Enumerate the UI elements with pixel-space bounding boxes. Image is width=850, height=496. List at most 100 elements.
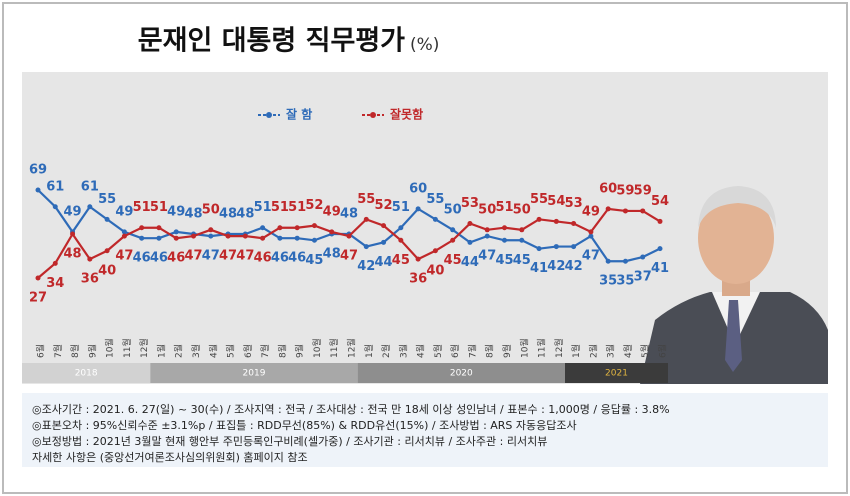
value-label: 47 — [115, 249, 133, 264]
value-label: 40 — [98, 263, 116, 278]
point — [588, 229, 594, 235]
point — [553, 218, 559, 224]
value-label: 49 — [115, 204, 133, 219]
point — [329, 229, 335, 235]
point — [536, 246, 542, 252]
point — [432, 216, 438, 222]
x-tick-label: 7월 — [259, 344, 271, 358]
legend-label: 잘 함 — [286, 107, 312, 122]
x-tick-label: 2월 — [380, 344, 392, 358]
x-tick-label: 10월 — [311, 338, 323, 358]
legend-label: 잘못함 — [390, 107, 423, 122]
x-tick-label: 12월 — [138, 338, 150, 358]
value-label: 27 — [29, 291, 47, 306]
value-label: 50 — [202, 202, 220, 217]
x-tick-label: 12월 — [346, 338, 358, 358]
x-tick-label: 1월 — [155, 344, 167, 358]
value-label: 60 — [409, 181, 427, 196]
value-label: 46 — [150, 251, 168, 266]
year-band — [22, 363, 151, 383]
x-tick-label: 4월 — [415, 344, 427, 358]
value-label: 51 — [150, 200, 168, 215]
x-tick-label: 8월 — [276, 344, 288, 358]
point — [173, 235, 179, 241]
x-tick-label: 3월 — [397, 344, 409, 358]
point — [450, 237, 456, 243]
portrait — [640, 186, 828, 384]
value-label: 51 — [392, 200, 410, 215]
point — [432, 248, 438, 254]
x-tick-label: 9월 — [294, 344, 306, 358]
year-label: 2019 — [243, 369, 266, 379]
point — [52, 260, 58, 266]
value-label: 53 — [565, 196, 583, 211]
x-tick-label: 4월 — [207, 344, 219, 358]
legend-dot — [370, 112, 376, 118]
value-label: 51 — [495, 200, 513, 215]
point — [156, 235, 162, 241]
value-label: 45 — [305, 253, 323, 268]
x-tick-label: 7월 — [466, 344, 478, 358]
point — [35, 187, 41, 193]
value-label: 60 — [599, 181, 617, 196]
x-tick-label: 6월 — [242, 344, 254, 358]
point — [208, 233, 214, 239]
point — [571, 221, 577, 227]
point — [277, 235, 283, 241]
point — [121, 229, 127, 235]
point — [121, 233, 127, 239]
x-tick-label: 2월 — [587, 344, 599, 358]
notes-box — [22, 393, 828, 467]
x-tick-label: 7월 — [52, 344, 64, 358]
value-label: 46 — [288, 251, 306, 266]
x-tick-label: 3월 — [190, 344, 202, 358]
point — [139, 235, 145, 241]
point — [191, 233, 196, 239]
point — [640, 208, 646, 214]
point — [277, 225, 283, 231]
point — [173, 229, 179, 235]
legend-dot — [266, 112, 272, 118]
point — [381, 223, 387, 229]
x-tick-label: 11월 — [328, 338, 340, 358]
point — [450, 227, 456, 233]
value-label: 41 — [651, 261, 669, 276]
value-label: 59 — [616, 183, 634, 198]
point — [553, 244, 559, 250]
point — [657, 246, 663, 252]
value-label: 47 — [202, 249, 220, 264]
x-tick-label: 9월 — [501, 344, 513, 358]
point — [260, 225, 266, 231]
value-label: 36 — [409, 272, 427, 287]
value-label: 45 — [495, 253, 513, 268]
x-tick-label: 10월 — [104, 338, 116, 358]
point — [87, 256, 93, 262]
x-tick-label: 4월 — [622, 344, 634, 358]
x-tick-label: 1월 — [570, 344, 582, 358]
point — [467, 239, 473, 245]
value-label: 54 — [547, 194, 565, 209]
point — [381, 239, 387, 245]
year-band — [150, 363, 358, 383]
point — [588, 233, 594, 239]
point — [502, 225, 507, 231]
point — [363, 216, 369, 222]
value-label: 47 — [184, 249, 202, 264]
point — [311, 237, 317, 243]
note-line: ◎보정방법 : 2021년 3월말 현재 행안부 주민등록인구비례(셀가중) /… — [32, 435, 547, 448]
point — [242, 233, 248, 239]
point — [139, 225, 145, 231]
x-tick-label: 6월 — [449, 344, 461, 358]
value-label: 35 — [616, 274, 634, 289]
point — [657, 218, 663, 224]
value-label: 47 — [340, 249, 358, 264]
value-label: 48 — [64, 247, 82, 262]
value-label: 61 — [81, 179, 99, 194]
value-label: 49 — [582, 204, 600, 219]
x-tick-label: 5월 — [225, 344, 237, 358]
value-label: 47 — [236, 249, 254, 264]
point — [156, 225, 162, 231]
point — [622, 258, 628, 264]
value-label: 44 — [461, 255, 479, 270]
